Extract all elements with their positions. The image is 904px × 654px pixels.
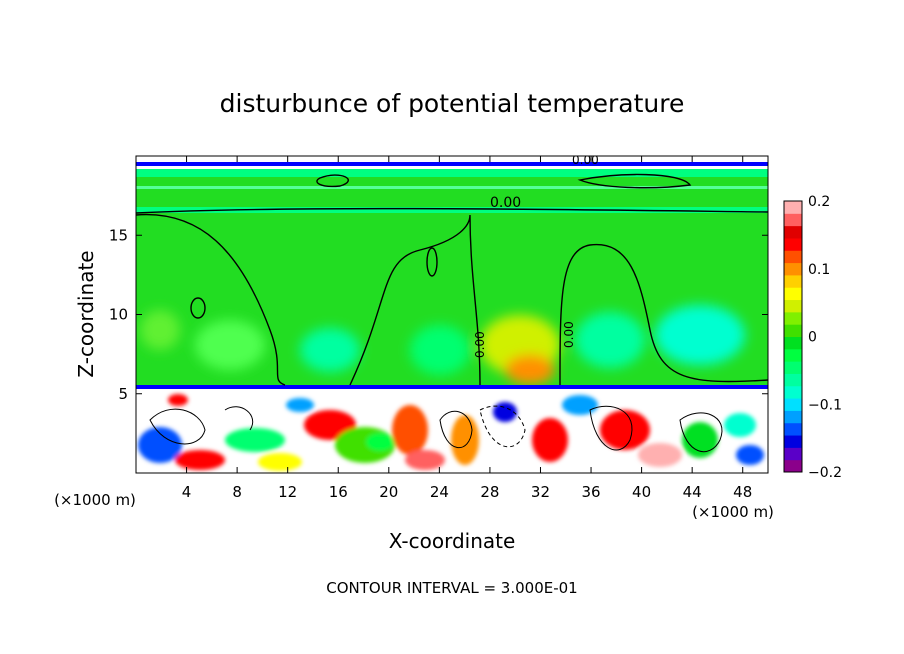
contour-label: 0.00 bbox=[473, 331, 487, 358]
colorbar-swatch bbox=[784, 385, 802, 399]
colorbar-tick-label: 0.2 bbox=[808, 194, 830, 210]
colorbar-tick-label: 0 bbox=[808, 330, 817, 346]
colorbar-swatch bbox=[784, 201, 802, 214]
colorbar-swatch bbox=[784, 459, 802, 473]
colorbar-swatch bbox=[784, 237, 802, 251]
colorbar-swatch bbox=[784, 311, 802, 325]
x-axis: 4 8 12 16 20 24 28 32 36 40 44 48 bbox=[182, 156, 752, 501]
contour-label: 0.00 bbox=[490, 195, 521, 211]
contour-label: 0.00 bbox=[572, 153, 599, 167]
colorbar-frame bbox=[783, 200, 803, 473]
x-tick-label: 12 bbox=[278, 483, 297, 501]
colorbar-swatch bbox=[784, 262, 802, 276]
y-axis: 5 10 15 bbox=[109, 226, 768, 403]
contour-label: 0.00 bbox=[562, 321, 576, 348]
y-axis-label: Z-coordinate bbox=[74, 250, 98, 377]
colorbar-swatch bbox=[784, 422, 802, 436]
colorbar-swatch bbox=[784, 336, 802, 350]
x-tick-label: 16 bbox=[329, 483, 348, 501]
colorbar-swatch bbox=[784, 398, 802, 411]
colorbar-swatch bbox=[784, 324, 802, 337]
colorbar-swatch bbox=[784, 447, 802, 461]
colorbar-swatch bbox=[784, 373, 802, 387]
contour-interval-note: CONTOUR INTERVAL = 3.000E-01 bbox=[326, 579, 577, 597]
colorbar-swatch bbox=[784, 348, 802, 362]
colorbar-ticks: 0.2 0.1 0 −0.1 −0.2 bbox=[808, 194, 842, 481]
colorbar-tick-label: 0.1 bbox=[808, 262, 830, 278]
chart-title: disturbunce of potential temperature bbox=[220, 89, 685, 118]
colorbar-swatch bbox=[784, 435, 802, 448]
x-tick-label: 40 bbox=[632, 483, 651, 501]
x-tick-label: 8 bbox=[232, 483, 242, 501]
y-tick-label: 5 bbox=[118, 385, 128, 403]
x-tick-label: 28 bbox=[480, 483, 499, 501]
colorbar-swatch bbox=[784, 299, 802, 313]
y-tick-label: 10 bbox=[109, 306, 128, 324]
x-tick-label: 44 bbox=[683, 483, 702, 501]
colorbar-swatch bbox=[784, 361, 802, 374]
x-tick-label: 4 bbox=[182, 483, 192, 501]
colorbar-tick-label: −0.1 bbox=[808, 397, 842, 413]
colorbar-swatch bbox=[784, 250, 802, 264]
x-tick-label: 24 bbox=[430, 483, 449, 501]
x-axis-label: X-coordinate bbox=[389, 529, 516, 553]
colorbar-swatch bbox=[784, 274, 802, 288]
colorbar-swatch bbox=[784, 287, 802, 301]
x-tick-label: 48 bbox=[733, 483, 752, 501]
x-tick-label: 36 bbox=[581, 483, 600, 501]
colorbar-swatch bbox=[784, 410, 802, 424]
x-axis-unit-left: (×1000 m) bbox=[54, 491, 136, 509]
plot-area: 0.00 0.00 0.00 0.00 bbox=[136, 153, 768, 473]
colorbar bbox=[783, 200, 803, 473]
x-tick-label: 20 bbox=[379, 483, 398, 501]
x-axis-unit-right: (×1000 m) bbox=[692, 503, 774, 521]
colorbar-swatch bbox=[784, 225, 802, 239]
colorbar-swatch bbox=[784, 213, 802, 227]
colorbar-tick-label: −0.2 bbox=[808, 465, 842, 481]
x-tick-label: 32 bbox=[531, 483, 550, 501]
y-tick-label: 15 bbox=[109, 226, 128, 244]
contour-labels: 0.00 0.00 0.00 0.00 bbox=[473, 153, 599, 358]
